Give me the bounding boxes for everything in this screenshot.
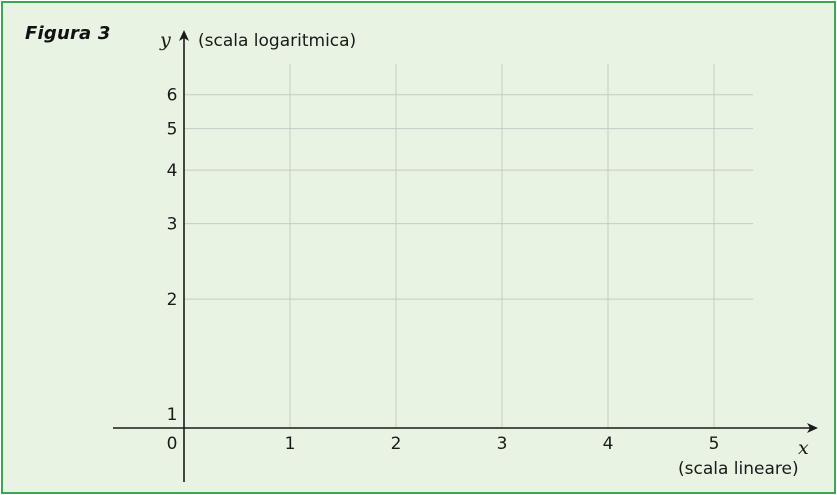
y-tick-label-5: 5 [167, 120, 178, 140]
ticks-layer: 1 2 3 4 5 0 1 2 3 4 5 6 [167, 86, 720, 454]
figure-label: Figura 3 [25, 23, 111, 44]
x-origin-label: 0 [167, 434, 178, 454]
y-tick-label-6: 6 [167, 86, 178, 106]
axis-labels: y (scala logaritmica) x (scala lineare) [159, 29, 809, 479]
y-axis-arrowhead-icon [179, 30, 189, 41]
x-tick-label-5: 5 [709, 434, 720, 454]
y-tick-label-4: 4 [167, 161, 178, 181]
x-axis-scale-note: (scala lineare) [678, 459, 799, 479]
x-axis-arrowhead-icon [807, 423, 818, 433]
x-tick-label-3: 3 [497, 434, 508, 454]
x-tick-label-4: 4 [603, 434, 614, 454]
y-tick-label-2: 2 [167, 290, 178, 310]
y-axis-scale-note: (scala logaritmica) [198, 31, 356, 51]
y-tick-label-3: 3 [167, 215, 178, 235]
y-axis-label: y [159, 29, 171, 51]
grid-layer [184, 64, 753, 428]
y-tick-label-1: 1 [167, 405, 178, 425]
x-tick-label-1: 1 [285, 434, 296, 454]
axes-layer [113, 30, 818, 482]
x-axis-label: x [798, 437, 809, 459]
x-tick-label-2: 2 [391, 434, 402, 454]
